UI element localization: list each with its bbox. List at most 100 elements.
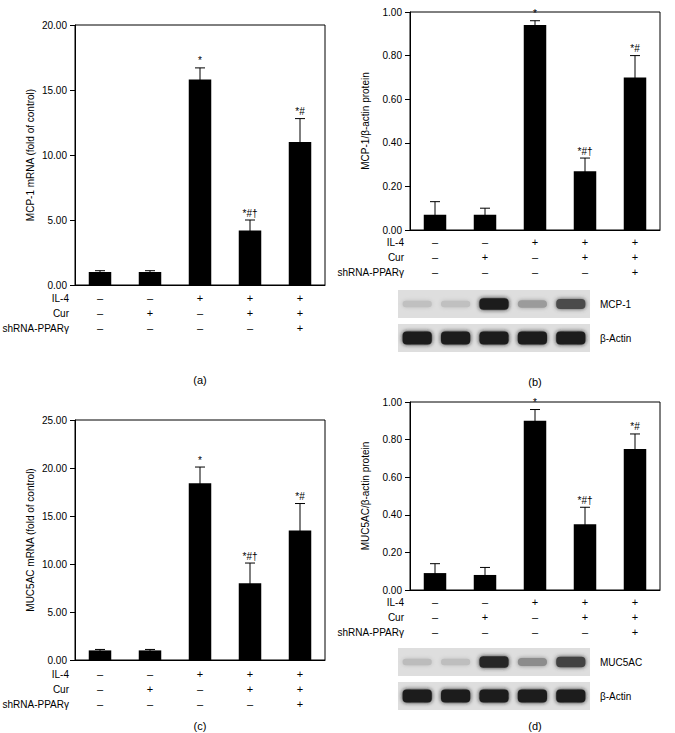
svg-text:–: – (147, 668, 154, 680)
svg-text:–: – (197, 307, 204, 319)
svg-text:+: + (632, 236, 638, 248)
svg-text:+: + (247, 292, 253, 304)
svg-text:IL-4: IL-4 (387, 237, 405, 248)
svg-text:–: – (97, 683, 104, 695)
svg-text:15.00: 15.00 (42, 85, 67, 96)
svg-text:–: – (197, 322, 204, 334)
svg-text:*: * (198, 455, 202, 466)
svg-text:–: – (482, 596, 489, 608)
svg-text:+: + (482, 251, 488, 263)
svg-text:+: + (632, 611, 638, 623)
svg-text:*#†: *#† (242, 208, 257, 219)
svg-text:+: + (582, 236, 588, 248)
svg-text:IL-4: IL-4 (52, 293, 70, 304)
svg-text:+: + (582, 596, 588, 608)
svg-text:0.60: 0.60 (383, 472, 403, 483)
svg-text:β-Actin: β-Actin (600, 333, 631, 344)
svg-text:1.00: 1.00 (383, 397, 403, 408)
svg-text:0.00: 0.00 (48, 655, 68, 666)
svg-text:+: + (297, 683, 303, 695)
svg-text:0.40: 0.40 (383, 509, 403, 520)
svg-text:–: – (532, 251, 539, 263)
svg-text:shRNA-PPARγ: shRNA-PPARγ (3, 323, 70, 334)
svg-text:–: – (147, 322, 154, 334)
svg-text:–: – (482, 236, 489, 248)
svg-text:+: + (297, 668, 303, 680)
svg-text:MCP-1: MCP-1 (600, 299, 632, 310)
svg-text:0.00: 0.00 (383, 585, 403, 596)
svg-text:0.20: 0.20 (383, 181, 403, 192)
svg-text:+: + (247, 307, 253, 319)
svg-text:MCP-1/β-actin protein: MCP-1/β-actin protein (360, 72, 371, 169)
svg-text:Cur: Cur (388, 612, 405, 623)
svg-text:Cur: Cur (53, 684, 70, 695)
svg-text:MCP-1 mRNA (fold of control): MCP-1 mRNA (fold of control) (25, 89, 36, 221)
svg-text:–: – (532, 266, 539, 278)
svg-text:+: + (297, 698, 303, 710)
svg-text:–: – (197, 683, 204, 695)
svg-text:+: + (582, 251, 588, 263)
svg-text:*#: *# (630, 43, 640, 54)
svg-text:0.40: 0.40 (383, 137, 403, 148)
svg-text:(c): (c) (194, 720, 207, 732)
svg-text:1.00: 1.00 (383, 7, 403, 18)
svg-text:(b): (b) (528, 376, 541, 388)
svg-text:*: * (198, 55, 202, 66)
svg-text:+: + (147, 683, 153, 695)
svg-text:+: + (532, 236, 538, 248)
svg-text:–: – (482, 266, 489, 278)
svg-text:+: + (482, 611, 488, 623)
svg-text:–: – (582, 266, 589, 278)
svg-text:+: + (197, 292, 203, 304)
svg-text:*#†: *#† (577, 495, 592, 506)
svg-text:shRNA-PPARγ: shRNA-PPARγ (3, 699, 70, 710)
svg-text:0.00: 0.00 (383, 225, 403, 236)
svg-text:–: – (432, 611, 439, 623)
svg-text:0.60: 0.60 (383, 94, 403, 105)
svg-text:–: – (97, 292, 104, 304)
svg-text:(d): (d) (528, 720, 541, 732)
svg-text:+: + (632, 626, 638, 638)
svg-text:shRNA-PPARγ: shRNA-PPARγ (338, 627, 405, 638)
svg-text:+: + (297, 322, 303, 334)
svg-text:0.80: 0.80 (383, 434, 403, 445)
svg-text:–: – (97, 322, 104, 334)
svg-text:–: – (532, 611, 539, 623)
svg-text:*#: *# (295, 106, 305, 117)
svg-text:MUC5AC/β-actin protein: MUC5AC/β-actin protein (360, 442, 371, 551)
svg-text:+: + (632, 596, 638, 608)
svg-text:–: – (97, 668, 104, 680)
svg-text:*#†: *#† (577, 146, 592, 157)
svg-text:IL-4: IL-4 (387, 597, 405, 608)
svg-text:15.00: 15.00 (42, 511, 67, 522)
svg-text:–: – (247, 698, 254, 710)
svg-text:–: – (432, 251, 439, 263)
svg-text:+: + (247, 683, 253, 695)
svg-text:*: * (533, 397, 537, 408)
svg-text:+: + (197, 668, 203, 680)
svg-text:*#: *# (295, 491, 305, 502)
svg-text:–: – (97, 698, 104, 710)
svg-text:–: – (247, 322, 254, 334)
svg-text:25.00: 25.00 (42, 415, 67, 426)
svg-text:–: – (432, 236, 439, 248)
svg-text:+: + (297, 307, 303, 319)
svg-text:–: – (482, 626, 489, 638)
svg-text:–: – (532, 626, 539, 638)
svg-text:IL-4: IL-4 (52, 669, 70, 680)
svg-text:10.00: 10.00 (42, 150, 67, 161)
svg-text:MUC5AC: MUC5AC (600, 657, 642, 668)
svg-text:*: * (533, 8, 537, 19)
svg-text:+: + (247, 668, 253, 680)
svg-text:MUC5AC mRNA (fold of control): MUC5AC mRNA (fold of control) (25, 468, 36, 611)
svg-text:+: + (582, 611, 588, 623)
svg-text:+: + (147, 307, 153, 319)
svg-text:+: + (632, 266, 638, 278)
svg-text:–: – (432, 596, 439, 608)
svg-text:Cur: Cur (53, 308, 70, 319)
svg-text:–: – (147, 292, 154, 304)
svg-text:10.00: 10.00 (42, 559, 67, 570)
svg-text:0.00: 0.00 (48, 280, 68, 291)
svg-text:0.20: 0.20 (383, 547, 403, 558)
svg-text:Cur: Cur (388, 252, 405, 263)
